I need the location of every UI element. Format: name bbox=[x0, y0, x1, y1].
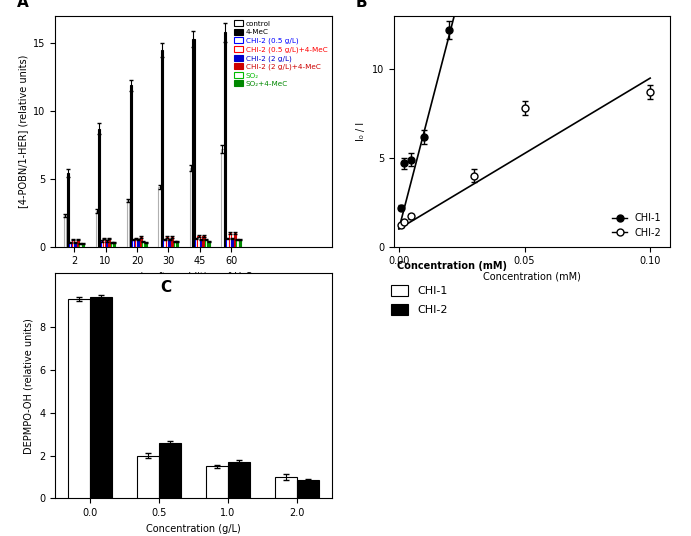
Text: B: B bbox=[355, 0, 367, 10]
Bar bbox=[111, 242, 113, 247]
Bar bbox=[192, 39, 195, 247]
Bar bbox=[234, 233, 236, 247]
Bar bbox=[221, 149, 223, 247]
Bar bbox=[68, 299, 90, 498]
Bar bbox=[74, 242, 77, 247]
Bar bbox=[228, 462, 250, 498]
Bar bbox=[158, 187, 161, 247]
Legend: CHI-1, CHI-2: CHI-1, CHI-2 bbox=[609, 209, 665, 242]
Bar bbox=[79, 244, 82, 247]
Bar bbox=[205, 240, 207, 247]
Bar bbox=[173, 241, 176, 247]
Bar bbox=[159, 443, 181, 498]
Bar bbox=[135, 239, 137, 247]
Bar bbox=[200, 240, 202, 247]
Legend: control, 4-MeC, CHI-2 (0.5 g/L), CHI-2 (0.5 g/L)+4-MeC, CHI-2 (2 g/L), CHI-2 (2 : control, 4-MeC, CHI-2 (0.5 g/L), CHI-2 (… bbox=[234, 20, 328, 88]
Bar bbox=[142, 241, 144, 247]
Bar bbox=[129, 85, 132, 247]
Bar bbox=[140, 237, 142, 247]
Bar bbox=[161, 50, 163, 247]
Bar bbox=[224, 32, 226, 247]
Bar bbox=[229, 233, 231, 247]
Text: Concentration (mM): Concentration (mM) bbox=[397, 261, 507, 271]
Bar bbox=[127, 200, 129, 247]
Bar bbox=[106, 241, 108, 247]
Y-axis label: DEPMPO-OH (relative units): DEPMPO-OH (relative units) bbox=[23, 318, 34, 454]
Y-axis label: [4-POBN/1-HER] (relative units): [4-POBN/1-HER] (relative units) bbox=[18, 55, 28, 208]
Bar bbox=[207, 241, 209, 247]
Bar bbox=[137, 240, 140, 247]
Text: A: A bbox=[17, 0, 28, 10]
Bar bbox=[67, 173, 69, 247]
Bar bbox=[144, 242, 147, 247]
Bar bbox=[95, 211, 98, 247]
Bar bbox=[198, 236, 200, 247]
Y-axis label: I₀ / I: I₀ / I bbox=[357, 122, 366, 141]
Bar bbox=[195, 239, 197, 247]
Bar bbox=[113, 242, 115, 247]
Legend: CHI-1, CHI-2: CHI-1, CHI-2 bbox=[387, 280, 452, 320]
Bar bbox=[239, 240, 241, 247]
Bar bbox=[176, 241, 178, 247]
Bar bbox=[64, 215, 66, 247]
Bar bbox=[72, 240, 74, 247]
Bar bbox=[236, 240, 238, 247]
Bar bbox=[137, 456, 159, 498]
Text: C: C bbox=[160, 280, 171, 295]
Bar bbox=[82, 244, 84, 247]
X-axis label: min after addition of H₂O₂: min after addition of H₂O₂ bbox=[131, 272, 256, 282]
Bar bbox=[108, 239, 111, 247]
Bar bbox=[132, 240, 134, 247]
Bar bbox=[275, 477, 297, 498]
X-axis label: Concentration (mM): Concentration (mM) bbox=[483, 272, 581, 282]
Bar bbox=[297, 480, 319, 498]
Bar bbox=[206, 466, 228, 498]
Bar bbox=[231, 239, 234, 247]
Bar bbox=[103, 239, 106, 247]
Bar bbox=[101, 241, 103, 247]
Bar bbox=[190, 168, 192, 247]
Bar bbox=[169, 240, 171, 247]
Bar bbox=[77, 240, 79, 247]
Bar bbox=[98, 129, 100, 247]
Bar bbox=[166, 237, 168, 247]
Bar bbox=[90, 297, 112, 498]
X-axis label: Concentration (g/L): Concentration (g/L) bbox=[146, 524, 241, 534]
Bar bbox=[164, 240, 166, 247]
Bar bbox=[171, 237, 173, 247]
Bar bbox=[226, 239, 229, 247]
Bar bbox=[69, 242, 71, 247]
Bar bbox=[202, 236, 205, 247]
